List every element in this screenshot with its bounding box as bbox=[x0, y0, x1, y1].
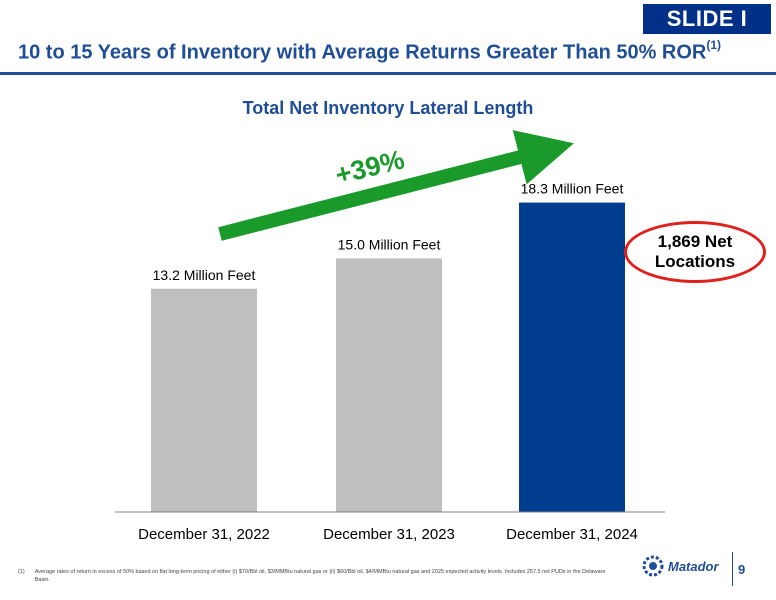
bar-1 bbox=[151, 288, 257, 512]
page-title: 10 to 15 Years of Inventory with Average… bbox=[18, 38, 722, 65]
data-label-2: 15.0 Million Feet bbox=[338, 236, 441, 252]
page-title-text: 10 to 15 Years of Inventory with Average… bbox=[18, 41, 707, 64]
category-label-2: December 31, 2023 bbox=[323, 526, 455, 543]
footnote-text: Average rates of return in excess of 50%… bbox=[34, 569, 606, 583]
callout-line-1: 1,869 Net bbox=[657, 232, 733, 251]
slide-tag: SLIDE I bbox=[643, 4, 771, 34]
title-divider bbox=[0, 72, 776, 75]
bar-2 bbox=[336, 258, 442, 512]
growth-arrow bbox=[218, 130, 574, 241]
data-label-1: 13.2 Million Feet bbox=[153, 267, 256, 283]
category-label-1: December 31, 2022 bbox=[138, 526, 270, 543]
bar-3 bbox=[519, 202, 625, 512]
chart-title: Total Net Inventory Lateral Length bbox=[242, 98, 534, 118]
data-label-3: 18.3 Million Feet bbox=[521, 181, 624, 197]
category-label-3: December 31, 2024 bbox=[506, 526, 638, 543]
footer-divider bbox=[732, 552, 733, 586]
title-footnote-marker: (1) bbox=[706, 38, 722, 52]
callout-line-2: Locations bbox=[654, 252, 736, 271]
matador-wheel-icon bbox=[642, 555, 664, 577]
footnote-marker: (1) bbox=[18, 569, 25, 575]
locations-callout: 1,869 Net Locations bbox=[624, 221, 766, 283]
logo-wordmark: Matador bbox=[668, 558, 719, 574]
company-logo: Matador bbox=[642, 555, 719, 577]
footnote: (1) Average rates of return in excess of… bbox=[18, 568, 618, 584]
page-number: 9 bbox=[738, 562, 746, 577]
